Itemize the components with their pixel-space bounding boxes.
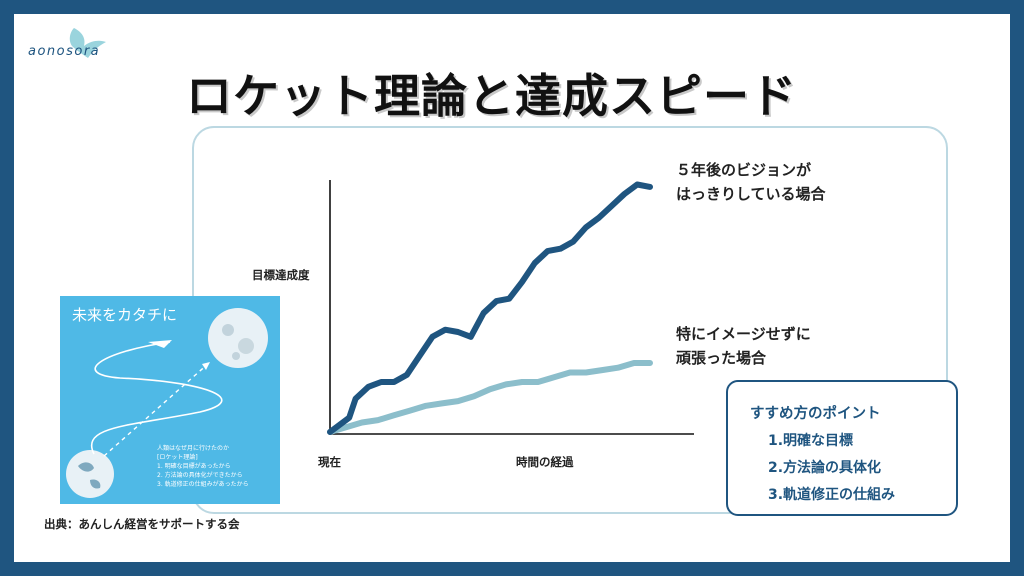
point-item-3: 3.軌道修正の仕組み: [768, 487, 896, 503]
y-axis-label: 目標達成度: [252, 268, 310, 282]
series-line-vision: [327, 181, 653, 435]
point-item-2: 2.方法論の具体化: [768, 460, 882, 476]
illustration-notes: 人類はなぜ月に行けたのか [ロケット理論] 1. 明確な目標があったから 2. …: [157, 444, 249, 489]
series-label-no-image: 特にイメージせずに 頑張った場合: [676, 322, 811, 370]
earth-icon: [66, 450, 114, 498]
series-label-vision: ５年後のビジョンが はっきりしている場合: [676, 158, 826, 206]
moon-icon: [208, 308, 268, 368]
points-title: すすめ方のポイント: [750, 406, 881, 422]
illustration-note-5: 3. 軌道修正の仕組みがあったから: [157, 481, 249, 488]
rocket-path-icon: [91, 340, 223, 457]
illustration-note-2: [ロケット理論]: [157, 454, 198, 461]
illustration-title: 未来をカタチに: [72, 306, 178, 324]
series-label-vision-line1: ５年後のビジョンが: [676, 161, 812, 179]
illustration-note-1: 人類はなぜ月に行けたのか: [157, 445, 230, 452]
illustration-note-4: 2. 方法論の具体化ができたから: [157, 472, 243, 479]
rocket-illustration: 未来をカタチに 人類はなぜ月に行けたのか [ロケット理論] 1. 明確な目標があ…: [60, 296, 280, 504]
page-title: ロケット理論と達成スピード: [186, 69, 797, 123]
line-chart: 目標達成度 現在 時間の経過: [252, 180, 694, 469]
series-label-vision-line2: はっきりしている場合: [676, 185, 826, 203]
bird-icon: [69, 28, 106, 58]
series-label-no-image-line2: 頑張った場合: [676, 349, 767, 367]
point-item-1: 1.明確な目標: [768, 433, 854, 449]
source-citation: 出典：あんしん経営をサポートする会: [44, 517, 240, 531]
x-axis-label: 時間の経過: [516, 455, 574, 469]
logo: aonosora: [22, 24, 122, 70]
points-box: すすめ方のポイント 1.明確な目標 2.方法論の具体化 3.軌道修正の仕組み: [726, 380, 958, 516]
x-start-label: 現在: [318, 455, 341, 469]
series-line-no-image: [327, 360, 653, 435]
series-label-no-image-line1: 特にイメージせずに: [676, 325, 811, 343]
logo-text: aonosora: [28, 44, 101, 59]
illustration-note-3: 1. 明確な目標があったから: [157, 463, 231, 470]
